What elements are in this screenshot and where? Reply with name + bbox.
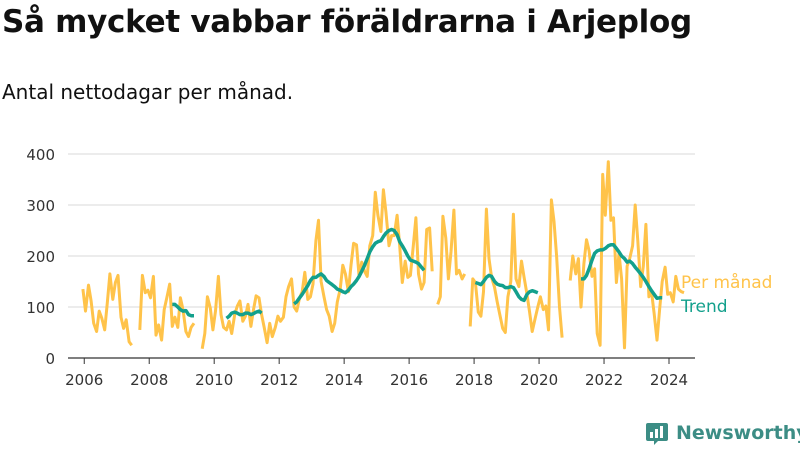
- x-tick-label: 2012: [260, 371, 298, 389]
- legend-per-manad: Per månad: [681, 272, 772, 293]
- x-tick-label: 2022: [585, 371, 623, 389]
- legend: Per månad Trend: [680, 272, 772, 317]
- trend-line-segment: [581, 243, 663, 301]
- y-axis-tick-labels: 0 100 200 300 400: [26, 146, 55, 368]
- x-tick-label: 2020: [520, 371, 558, 389]
- x-tick-label: 2006: [65, 371, 103, 389]
- y-tick-label: 300: [26, 197, 55, 215]
- x-tick-label: 2010: [195, 371, 233, 389]
- x-tick-label: 2016: [390, 371, 428, 389]
- x-tick-label: 2018: [455, 371, 493, 389]
- newsworthy-logo-icon: [646, 423, 668, 445]
- per-manad-line-segment: [436, 208, 467, 305]
- trend-line-segment: [474, 273, 539, 303]
- trend-line-segment: [293, 227, 426, 306]
- series-trend: [172, 227, 663, 320]
- x-axis: 2006 2008 2010 2012 2014 2016 2018 2020 2022 2024: [65, 358, 688, 389]
- y-tick-label: 0: [45, 350, 55, 368]
- x-tick-label: 2008: [130, 371, 168, 389]
- y-tick-label: 100: [26, 299, 55, 317]
- legend-trend: Trend: [680, 297, 728, 317]
- brand-name: Newsworthy: [676, 422, 800, 444]
- y-tick-label: 400: [26, 146, 55, 164]
- x-tick-label: 2024: [650, 371, 688, 389]
- chart-subtitle: Antal nettodagar per månad.: [2, 80, 294, 104]
- chart-title: Så mycket vabbar föräldrarna i Arjeplog: [2, 4, 692, 40]
- x-tick-label: 2014: [325, 371, 363, 389]
- per-manad-line-segment: [200, 188, 434, 350]
- series-lines: [81, 160, 685, 350]
- y-tick-label: 200: [26, 248, 55, 266]
- per-manad-line-segment: [468, 198, 564, 338]
- series-per-manad: [81, 160, 685, 350]
- trend-line-segment: [225, 309, 263, 320]
- per-manad-line-segment: [138, 273, 196, 342]
- per-manad-line-segment: [568, 160, 685, 350]
- brand: Newsworthy: [644, 419, 800, 447]
- trend-line-segment: [172, 302, 194, 318]
- per-manad-line-segment: [81, 272, 133, 347]
